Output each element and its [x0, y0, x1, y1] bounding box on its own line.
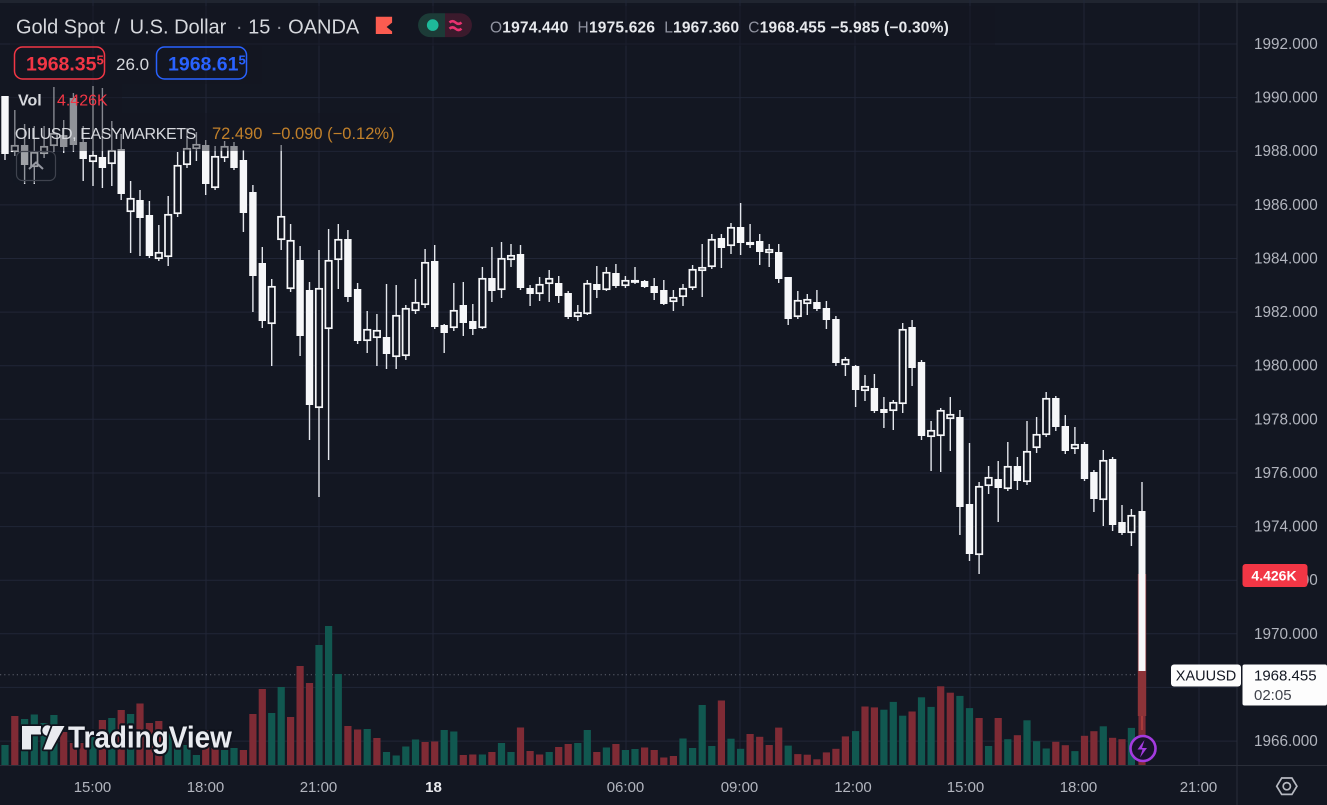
svg-text:XAUUSD: XAUUSD — [1176, 669, 1236, 685]
svg-text:1982.000: 1982.000 — [1254, 304, 1318, 321]
svg-text:TradingView: TradingView — [68, 720, 232, 755]
svg-text:02:05: 02:05 — [1254, 687, 1292, 704]
svg-text:26.0: 26.0 — [116, 55, 149, 74]
svg-text:72.490 −0.090 (−0.12%): 72.490 −0.090 (−0.12%) — [212, 125, 395, 143]
svg-text:OILUSD, EASYMARKETS: OILUSD, EASYMARKETS — [15, 126, 196, 143]
svg-text:1968.455: 1968.455 — [1254, 668, 1317, 685]
svg-text:1978.000: 1978.000 — [1254, 411, 1318, 428]
svg-text:09:00: 09:00 — [721, 779, 759, 796]
svg-text:1970.000: 1970.000 — [1254, 626, 1318, 643]
svg-text:18:00: 18:00 — [187, 779, 225, 796]
svg-text:Vol: Vol — [18, 93, 42, 110]
svg-text:1988.000: 1988.000 — [1254, 143, 1318, 160]
svg-text:Gold Spot / U.S. Dollar · 1: Gold Spot / U.S. Dollar · 15 · OANDA — [16, 17, 360, 39]
svg-text:1966.000: 1966.000 — [1254, 733, 1318, 750]
svg-text:21:00: 21:00 — [300, 779, 338, 796]
svg-text:21:00: 21:00 — [1180, 779, 1218, 796]
svg-text:O1974.440 H1975.626 L1967.36: O1974.440 H1975.626 L1967.360 C1968.455 … — [490, 20, 949, 37]
svg-text:1976.000: 1976.000 — [1254, 465, 1318, 482]
svg-text:1992.000: 1992.000 — [1254, 36, 1318, 53]
svg-text:4.426K: 4.426K — [1251, 568, 1296, 584]
svg-text:1986.000: 1986.000 — [1254, 197, 1318, 214]
svg-text:15:00: 15:00 — [947, 779, 985, 796]
svg-text:18:00: 18:00 — [1060, 779, 1098, 796]
svg-text:1980.000: 1980.000 — [1254, 358, 1318, 375]
svg-text:15:00: 15:00 — [74, 779, 112, 796]
svg-text:1984.000: 1984.000 — [1254, 251, 1318, 268]
svg-text:1974.000: 1974.000 — [1254, 519, 1318, 536]
svg-text:4.426K: 4.426K — [57, 93, 108, 110]
svg-text:18: 18 — [425, 779, 442, 796]
svg-text:06:00: 06:00 — [607, 779, 645, 796]
svg-text:1968.355: 1968.355 — [26, 53, 104, 76]
svg-text:1990.000: 1990.000 — [1254, 90, 1318, 107]
svg-text:1968.615: 1968.615 — [168, 53, 246, 76]
svg-text:12:00: 12:00 — [834, 779, 872, 796]
